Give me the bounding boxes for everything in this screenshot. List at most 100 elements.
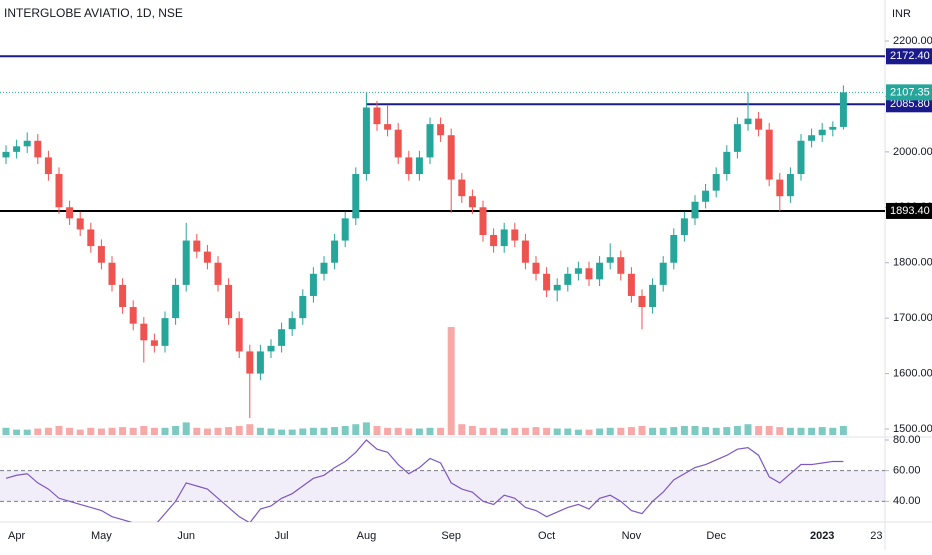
- candle-body: [606, 257, 614, 263]
- x-tick-label: May: [91, 530, 112, 542]
- volume-bar: [235, 426, 243, 435]
- volume-bar: [755, 426, 763, 435]
- volume-bar: [818, 427, 826, 435]
- candle-body: [691, 201, 699, 219]
- y-tick-label: 1600.00: [893, 367, 932, 379]
- volume-bar: [426, 427, 434, 435]
- candle-body: [702, 190, 710, 202]
- candle-body: [733, 124, 741, 152]
- candle-body: [670, 235, 678, 263]
- currency: INR: [892, 8, 911, 20]
- candle-body: [341, 218, 349, 241]
- volume-bar: [797, 427, 805, 435]
- candle-body: [352, 174, 360, 219]
- x-tick-label: Nov: [622, 530, 642, 542]
- candle-body: [680, 218, 688, 235]
- x-tick-label: Oct: [538, 530, 555, 542]
- volume-bar: [119, 427, 127, 435]
- volume-bar: [76, 429, 84, 435]
- volume-bar: [776, 427, 784, 435]
- rsi-pane: [0, 439, 885, 522]
- volume-bar: [574, 429, 582, 435]
- level-label: 2085.80: [890, 98, 930, 110]
- volume-bar: [267, 428, 275, 435]
- volume-bar: [839, 426, 847, 435]
- candle-body: [119, 284, 127, 308]
- candle-body: [638, 295, 646, 308]
- level-label: 1893.40: [890, 205, 930, 217]
- volume-bar: [585, 429, 593, 435]
- candle-body: [97, 246, 105, 263]
- volume-bar: [256, 427, 264, 435]
- candle-body: [808, 135, 816, 141]
- candle-body: [66, 207, 74, 219]
- candle-body: [34, 140, 42, 158]
- candle-body: [649, 284, 657, 308]
- x-tick-label: 23: [870, 530, 882, 542]
- volume-bar: [309, 427, 317, 435]
- rsi-band: [0, 470, 885, 502]
- candle-body: [288, 318, 296, 330]
- candle-body: [76, 218, 84, 230]
- volume-bar: [66, 427, 74, 435]
- candle-body: [490, 235, 498, 247]
- volume-bar: [733, 426, 741, 435]
- candle-body: [723, 151, 731, 175]
- candle-body: [543, 273, 551, 291]
- volume-bar: [87, 427, 95, 435]
- candle-body: [521, 240, 529, 263]
- volume-bar: [394, 427, 402, 435]
- volume-bar: [649, 427, 657, 435]
- level-label: 2172.40: [890, 50, 930, 62]
- candle-body: [659, 262, 667, 285]
- volume-bar: [203, 428, 211, 435]
- volume-bar: [384, 427, 392, 435]
- y-tick-label: 1800.00: [893, 257, 932, 269]
- volume-bar: [765, 426, 773, 435]
- level-label-bg: [886, 48, 932, 65]
- volume-bar: [691, 426, 699, 435]
- last-price-label: 2107.35: [890, 86, 930, 98]
- volume-bar: [712, 427, 720, 435]
- candle-body: [373, 107, 381, 125]
- candle-body: [172, 284, 180, 319]
- volume-bar: [140, 426, 148, 435]
- candle-body: [755, 118, 763, 130]
- candle-body: [839, 92, 847, 127]
- candle-body: [553, 284, 561, 291]
- rsi-tick-label: 40.00: [893, 495, 921, 507]
- volume-bar: [553, 428, 561, 435]
- volume-bar: [288, 429, 296, 435]
- candle-body: [479, 207, 487, 235]
- rsi-tick-label: 80.00: [893, 434, 921, 446]
- volume-bar: [659, 427, 667, 435]
- volume-bar: [2, 427, 10, 435]
- volume-bar: [362, 422, 370, 435]
- y-tick-label: 2000.00: [893, 146, 932, 158]
- candle-body: [574, 268, 582, 274]
- candle-body: [87, 229, 95, 247]
- y-tick-label: 1700.00: [893, 312, 932, 324]
- volume-bar: [627, 427, 635, 435]
- candle-body: [13, 146, 21, 152]
- x-tick-label: Dec: [706, 530, 726, 542]
- volume-bar: [352, 424, 360, 435]
- candle-body: [225, 284, 233, 319]
- x-tick-label: Sep: [441, 530, 461, 542]
- candle-body: [458, 179, 466, 197]
- volume-bar: [670, 427, 678, 435]
- candle-body: [214, 262, 222, 285]
- candle-body: [235, 318, 243, 352]
- volume-bar: [405, 428, 413, 435]
- volume-bar: [543, 427, 551, 435]
- candle-body: [627, 273, 635, 296]
- candle-body: [818, 129, 826, 136]
- volume-bar: [225, 427, 233, 435]
- volume-bar: [521, 427, 529, 435]
- volume-bar: [638, 426, 646, 435]
- y-tick-label: 2200.00: [893, 35, 932, 47]
- volume-bar: [479, 427, 487, 435]
- volume-bar: [468, 426, 476, 435]
